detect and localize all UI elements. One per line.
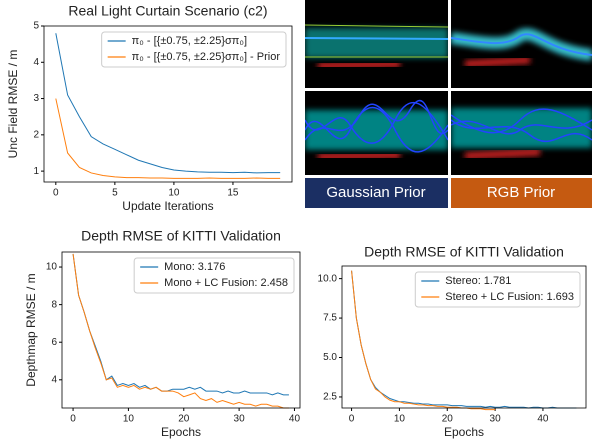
chart-title: Real Light Curtain Scenario (c2) <box>68 3 267 19</box>
chart-title: Depth RMSE of KITTI Validation <box>81 228 281 244</box>
legend-label: Mono + LC Fusion: 2.458 <box>164 277 288 289</box>
x-tick-label: 10 <box>123 414 135 425</box>
legend: Stereo: 1.781 Stereo + LC Fusion: 1.693 <box>414 271 581 308</box>
y-tick-label: 10 <box>46 262 58 273</box>
legend-label: Stereo + LC Fusion: 1.693 <box>445 291 574 303</box>
x-axis-label: Epochs <box>161 425 201 439</box>
y-tick-label: 10.0 <box>318 273 338 284</box>
series-line <box>55 33 281 174</box>
y-tick-label: 4 <box>33 57 39 68</box>
panel-label: Gaussian Prior <box>326 184 425 201</box>
x-axis-label: Update Iterations <box>122 199 213 213</box>
series-line <box>351 270 496 411</box>
x-tick-label: 20 <box>442 414 454 425</box>
plot-frame <box>43 25 293 183</box>
legend-box <box>414 271 581 308</box>
x-tick-label: 15 <box>227 188 239 199</box>
y-tick-label: 1 <box>33 166 39 177</box>
y-tick-label: 4 <box>51 374 57 385</box>
series-line <box>72 253 289 409</box>
x-axis-label: Epochs <box>444 425 484 439</box>
series-line <box>72 253 289 396</box>
y-tick-label: 3 <box>33 93 39 104</box>
x-tick-label: 10 <box>168 188 180 199</box>
x-tick-label: 30 <box>234 414 246 425</box>
series-line <box>351 270 577 409</box>
x-tick-label: 0 <box>53 188 59 199</box>
banner-rgb <box>451 178 592 208</box>
legend-box <box>133 257 295 294</box>
x-tick-label: 0 <box>70 414 76 425</box>
x-tick-label: 10 <box>394 414 406 425</box>
y-tick-label: 6 <box>51 337 57 348</box>
legend-box <box>101 31 287 68</box>
panel-label: RGB Prior <box>487 184 555 201</box>
y-axis-label: Unc Field RMSE / m <box>6 50 20 159</box>
x-tick-label: 30 <box>490 414 502 425</box>
legend-label: Stereo: 1.781 <box>445 275 511 287</box>
plot-frame <box>61 251 301 409</box>
y-axis-label: Depthmap RMSE / m <box>24 273 38 386</box>
plot-frame <box>341 265 587 409</box>
x-tick-label: 5 <box>112 188 118 199</box>
image-panels: Gaussian Prior RGB Prior <box>305 0 592 208</box>
legend: Mono: 3.176 Mono + LC Fusion: 2.458 <box>133 257 295 294</box>
legend-label: Mono: 3.176 <box>164 261 225 273</box>
y-tick-label: 2 <box>33 129 39 140</box>
legend-label: π₀ - [{±0.75, ±2.25}σπ₀] <box>132 35 247 47</box>
y-tick-label: 5 <box>33 21 39 32</box>
y-tick-label: 8 <box>51 299 57 310</box>
x-tick-label: 40 <box>289 414 301 425</box>
chart-title: Depth RMSE of KITTI Validation <box>364 244 564 260</box>
y-tick-label: 2.5 <box>323 392 337 403</box>
x-tick-label: 40 <box>537 414 549 425</box>
legend-label: π₀ - [{±0.75, ±2.25}σπ₀] - Prior <box>132 51 281 63</box>
banner-gaussian <box>305 178 448 208</box>
legend: π₀ - [{±0.75, ±2.25}σπ₀] π₀ - [{±0.75, ±2… <box>101 31 287 68</box>
x-tick-label: 0 <box>349 414 355 425</box>
series-line <box>55 98 281 179</box>
y-tick-label: 5.0 <box>323 352 337 363</box>
x-tick-label: 20 <box>178 414 190 425</box>
y-tick-label: 7.5 <box>323 313 337 324</box>
